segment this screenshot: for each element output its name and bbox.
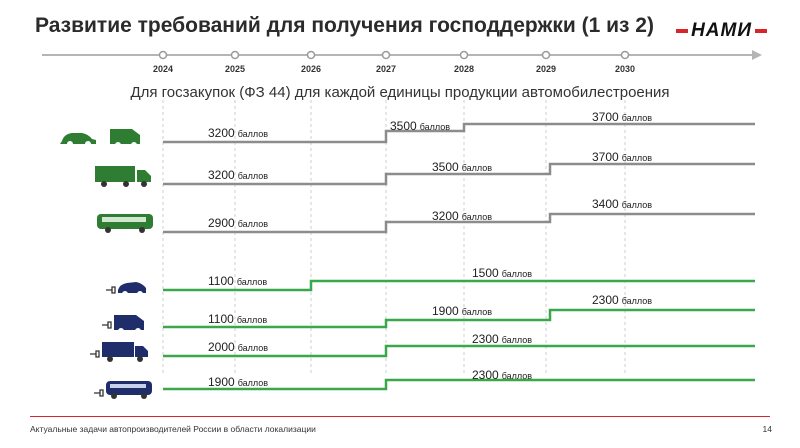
electric-truck-icon — [88, 338, 152, 369]
score-value: 3700 — [592, 150, 619, 164]
year-marker — [459, 50, 469, 60]
year-marker — [158, 50, 168, 60]
subtitle: Для госзакупок (ФЗ 44) для каждой единиц… — [130, 84, 670, 101]
score-value: 2300 — [472, 368, 499, 382]
electric-bus-icon — [92, 376, 156, 407]
score-unit: баллов — [461, 307, 493, 317]
score-value: 3200 — [432, 209, 459, 223]
score-unit: баллов — [461, 163, 493, 173]
score-value: 1100 — [208, 274, 234, 288]
score-value: 3500 — [390, 119, 417, 133]
year-label: 2027 — [375, 64, 397, 74]
year-label: 2025 — [224, 64, 246, 74]
score-label: 3700 баллов — [592, 148, 652, 166]
electric-car-icon — [104, 272, 154, 303]
footer-text: Актуальные задачи автопроизводителей Рос… — [30, 424, 316, 434]
score-unit: баллов — [237, 343, 269, 353]
year-label: 2028 — [453, 64, 475, 74]
year-label: 2030 — [614, 64, 636, 74]
score-value: 3200 — [208, 126, 235, 140]
score-label: 2000 баллов — [208, 338, 268, 356]
score-label: 1100 баллов — [208, 272, 267, 290]
score-unit: баллов — [237, 378, 269, 388]
score-value: 1900 — [432, 304, 459, 318]
year-marker — [381, 50, 391, 60]
score-label: 2300 баллов — [472, 366, 532, 384]
year-marker — [230, 50, 240, 60]
score-label: 3400 баллов — [592, 195, 652, 213]
requirement-step-line — [163, 344, 755, 358]
score-label: 1900 баллов — [208, 373, 268, 391]
score-label: 3200 баллов — [208, 166, 268, 184]
score-unit: баллов — [501, 269, 533, 279]
year-label: 2024 — [152, 64, 174, 74]
score-value: 3200 — [208, 168, 235, 182]
score-unit: баллов — [501, 371, 533, 381]
logo-text: НАМИ — [691, 20, 752, 41]
score-value: 3500 — [432, 160, 459, 174]
year-label: 2029 — [535, 64, 557, 74]
score-unit: баллов — [419, 122, 451, 132]
score-value: 2300 — [592, 293, 619, 307]
score-value: 2300 — [472, 332, 499, 346]
truck-icon — [94, 164, 154, 193]
score-label: 2900 баллов — [208, 214, 268, 232]
score-unit: баллов — [621, 200, 653, 210]
requirement-step-line — [163, 212, 755, 234]
score-value: 2000 — [208, 340, 235, 354]
score-value: 3700 — [592, 110, 619, 124]
score-label: 1900 баллов — [432, 302, 492, 320]
year-label: 2026 — [300, 64, 322, 74]
score-label: 2300 баллов — [472, 330, 532, 348]
score-label: 3700 баллов — [592, 108, 652, 126]
timeline-arrow — [752, 50, 762, 60]
requirement-step-line — [163, 122, 755, 144]
score-unit: баллов — [236, 315, 268, 325]
requirement-step-line — [163, 378, 755, 391]
year-marker — [541, 50, 551, 60]
score-label: 3200 баллов — [208, 124, 268, 142]
footer-divider — [30, 416, 770, 417]
score-unit: баллов — [621, 113, 653, 123]
score-label: 3500 баллов — [432, 158, 492, 176]
score-label: 3200 баллов — [432, 207, 492, 225]
score-unit: баллов — [621, 153, 653, 163]
score-unit: баллов — [237, 171, 269, 181]
logo-dash-left — [676, 29, 689, 33]
score-label: 3500 баллов — [390, 117, 450, 135]
score-unit: баллов — [237, 219, 269, 229]
logo-dash-right — [755, 29, 767, 33]
requirement-step-line — [163, 162, 755, 186]
nami-logo: НАМИ — [673, 16, 770, 46]
score-label: 1500 баллов — [472, 264, 532, 282]
score-unit: баллов — [621, 296, 653, 306]
score-value: 1100 — [208, 312, 234, 326]
score-unit: баллов — [237, 129, 269, 139]
score-unit: баллов — [461, 212, 493, 222]
year-marker — [620, 50, 630, 60]
year-marker — [306, 50, 316, 60]
electric-van-icon — [100, 309, 150, 340]
score-value: 1900 — [208, 375, 235, 389]
score-unit: баллов — [236, 277, 268, 287]
score-value: 1500 — [472, 266, 499, 280]
score-label: 2300 баллов — [592, 291, 652, 309]
score-unit: баллов — [501, 335, 533, 345]
page-title: Развитие требований для получения господ… — [35, 14, 654, 37]
requirement-step-line — [163, 308, 755, 329]
page-number: 14 — [762, 424, 772, 434]
car-and-van-icon — [58, 125, 158, 154]
requirement-step-line — [163, 279, 755, 292]
score-value: 3400 — [592, 197, 619, 211]
score-label: 1100 баллов — [208, 310, 267, 328]
score-value: 2900 — [208, 216, 235, 230]
bus-icon — [96, 211, 156, 240]
